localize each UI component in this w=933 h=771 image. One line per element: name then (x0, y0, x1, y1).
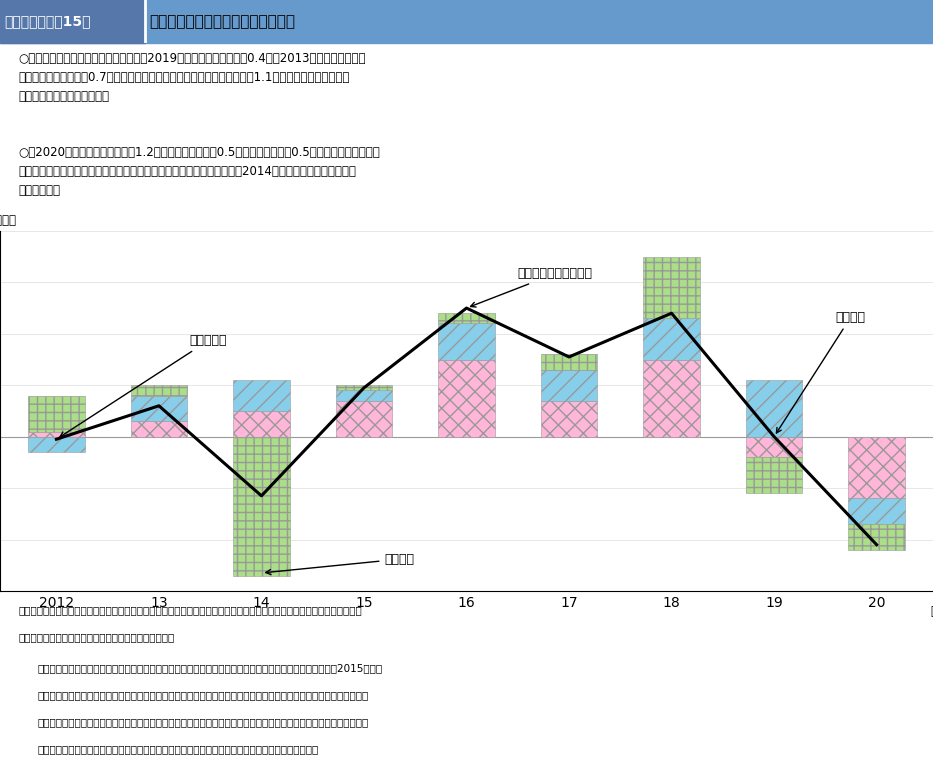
Bar (644, 318, 700, 359)
Bar (336, 401, 392, 436)
Text: 第１－（３）－15図: 第１－（３）－15図 (5, 15, 91, 29)
Text: （注）　総雇用者所得（実質）は、厕生労働省「毎月勤労統計」の指数（現金給与総額指数）に基準数値（2015年）及: （注） 総雇用者所得（実質）は、厕生労働省「毎月勤労統計」の指数（現金給与総額指… (37, 663, 383, 673)
Bar (28, 432, 85, 436)
Text: 物価要因: 物価要因 (266, 553, 414, 574)
Text: 総雇用者所得（実質）の寄与度分解: 総雇用者所得（実質）の寄与度分解 (149, 14, 295, 29)
Bar (233, 436, 289, 575)
Bar (644, 257, 700, 318)
Bar (28, 436, 85, 452)
Bar (439, 313, 494, 324)
Bar (233, 380, 289, 411)
Bar (541, 355, 597, 370)
Bar (745, 380, 802, 436)
Bar (541, 401, 597, 436)
Bar (233, 411, 289, 436)
Bar (336, 386, 392, 390)
Text: 費支出（持ち家の帰属家賊を除く）デフレーターで除した数値である。なお、厕生労働省において独自に作成し: 費支出（持ち家の帰属家賊を除く）デフレーターで除した数値である。なお、厕生労働省… (37, 717, 369, 727)
Text: 資料出所　厕生労働省「毎月勤労統計調査」、内閣府「国民経済計算」、総務省統計局「労働力調査（基本集計）」をもと: 資料出所 厕生労働省「毎月勤労統計調査」、内閣府「国民経済計算」、総務省統計局「… (19, 605, 362, 615)
Bar (745, 436, 802, 457)
Bar (131, 396, 188, 421)
Bar (848, 498, 905, 524)
Text: （年）: （年） (930, 605, 933, 618)
Bar (439, 359, 494, 436)
Bar (336, 390, 392, 401)
Text: に厕生労働省政策統括官付政策統括室にて作成: に厕生労働省政策統括官付政策統括室にて作成 (19, 632, 174, 642)
Bar (745, 457, 802, 493)
Text: ○　総雇用者所得（実質）については、2019年には、賣金要因が－0.4％と2013年以来のマイナス
　寄与、物価要因が－0.7％のマイナス寄与となった一方、雇用: ○ 総雇用者所得（実質）については、2019年には、賣金要因が－0.4％と201… (19, 52, 366, 103)
Bar (848, 524, 905, 550)
Bar (28, 396, 85, 432)
Text: 総雇用者所得（実質）: 総雇用者所得（実質） (470, 268, 592, 307)
Text: 雇用者要因: 雇用者要因 (60, 334, 227, 437)
Text: び総務省統計局「労働力調査（基本集計）」の非農林業雇用者数を乗じ、内閣府「国民経済計算」の家計最終消: び総務省統計局「労働力調査（基本集計）」の非農林業雇用者数を乗じ、内閣府「国民経… (37, 690, 369, 700)
Bar (848, 436, 905, 498)
Text: ○　2020年には、賣金要因が－1.2％、雇用者要因が－0.5％、物価要因が－0.5％といずれもマイナス
　に寄与した結果、総雇用者所得（実質）は前年比２．１％: ○ 2020年には、賣金要因が－1.2％、雇用者要因が－0.5％、物価要因が－0… (19, 146, 381, 197)
Bar (541, 370, 597, 401)
Bar (131, 421, 188, 436)
Text: 賣金要因: 賣金要因 (776, 311, 866, 433)
Bar (131, 386, 188, 396)
Bar (439, 324, 494, 359)
Bar (0, 0, 145, 43)
Text: た試算値であり、内閣府の「月例経済報告」の実質総雇用者所得とは若干算出方法が異なる。: た試算値であり、内閣府の「月例経済報告」の実質総雇用者所得とは若干算出方法が異な… (37, 744, 318, 754)
Bar (644, 359, 700, 436)
Text: （前年比・寄与度・％）: （前年比・寄与度・％） (0, 214, 17, 227)
